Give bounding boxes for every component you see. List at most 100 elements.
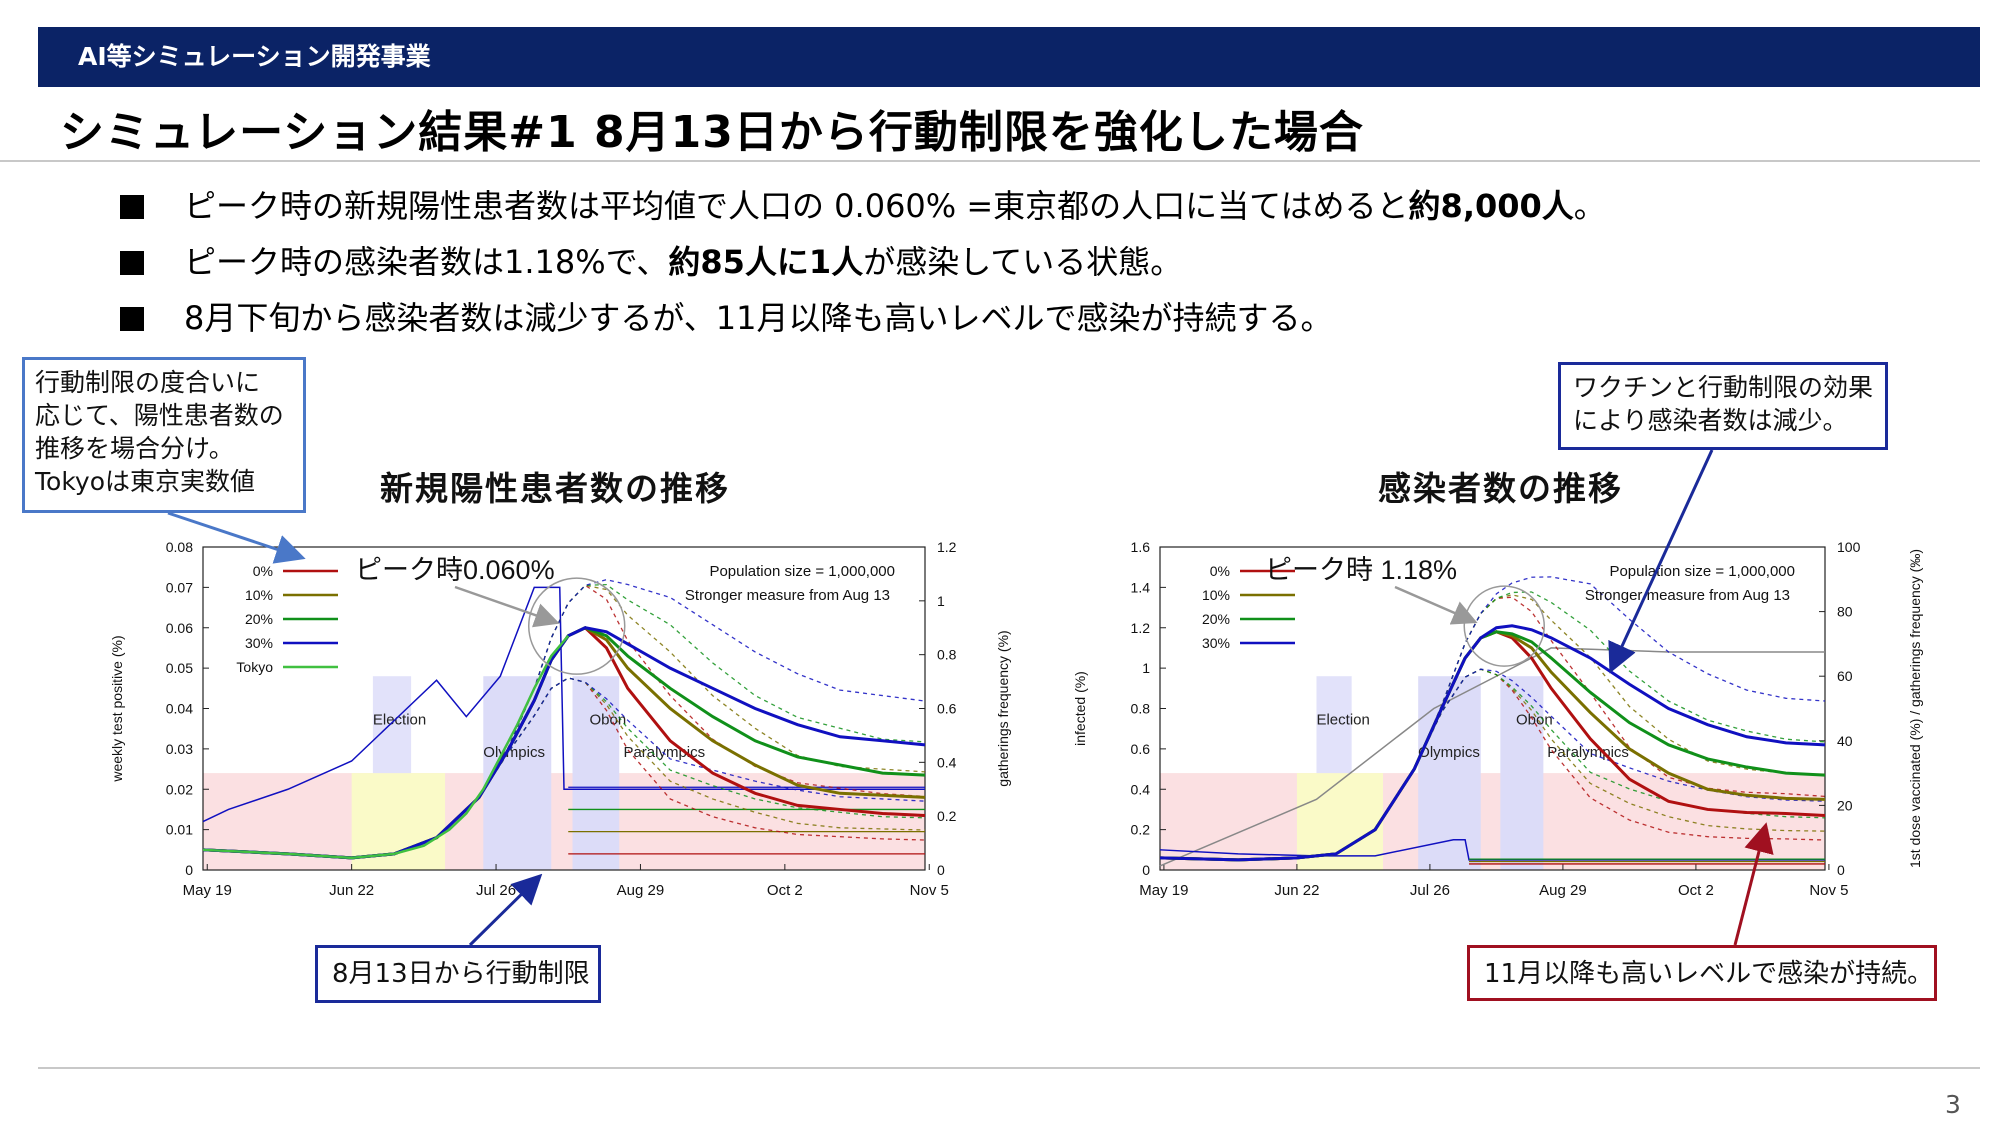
section-header: AI等シミュレーション開発事業: [38, 27, 1980, 87]
y2-tick-label: 20: [1837, 797, 1853, 813]
y-tick-label: 1.2: [1131, 620, 1151, 636]
legend-label: 30%: [1202, 635, 1230, 651]
bullet-item: 8月下旬から感染者数は減少するが、11月以降も高いレベルで感染が持続する。: [120, 290, 1606, 346]
x-tick-label: Jun 22: [329, 882, 374, 899]
y-tick-label: 0.8: [1131, 701, 1151, 717]
footer-divider: [38, 1067, 1980, 1069]
callout-line: 応じて、陽性患者数の: [35, 401, 284, 430]
y-tick-label: 0.04: [166, 701, 193, 717]
bullet-emphasis: 約8,000人: [1408, 187, 1574, 225]
y-tick-label: 1.6: [1131, 539, 1151, 555]
y-tick-label: 0.4: [1131, 781, 1151, 797]
lower-bound-line: [1159, 668, 1826, 861]
y-tick-label: 1.4: [1131, 579, 1151, 595]
page-number: 3: [1945, 1090, 1961, 1119]
bullet-item: ピーク時の感染者数は1.18%で、約85人に1人が感染している状態。: [120, 234, 1606, 290]
event-label: Paralympics: [623, 744, 705, 761]
chart-infected: Election Olympics Obon Paralympics 0 0.2 0.4 0.…: [1072, 539, 1923, 899]
callout-line: 行動制限の度合いに: [35, 368, 261, 397]
lower-bound-line: [202, 677, 926, 859]
y2-tick-label: 0: [1837, 862, 1845, 878]
y2-tick-label: 80: [1837, 604, 1853, 620]
peak-label: ピーク時 1.18%: [1265, 555, 1457, 585]
y2-axis-title: gatherings frequency (%): [995, 630, 1011, 786]
callout-line: Tokyoは東京実数値: [35, 467, 255, 496]
legend-label: 30%: [245, 635, 273, 651]
y2-tick-label: 0.2: [937, 808, 957, 824]
y2-axis-title: 1st dose vaccinated (%) / gatherings fre…: [1907, 549, 1923, 868]
legend-label: 20%: [245, 611, 273, 627]
gatherings-line: [1159, 838, 1825, 861]
bullet-text-end: が感染している状態。: [863, 243, 1183, 281]
chart-title-positives: 新規陽性患者数の推移: [380, 469, 730, 508]
x-tick-label: Aug 29: [617, 882, 665, 899]
chart-title-infected: 感染者数の推移: [1378, 469, 1623, 508]
legend-label: 0%: [253, 563, 273, 579]
y-tick-label: 0.05: [166, 660, 193, 676]
annotation-measure: Stronger measure from Aug 13: [685, 587, 890, 604]
bullet-text-end: 。: [1573, 187, 1606, 225]
bullet-text: ピーク時の感染者数は1.18%で、: [184, 243, 669, 281]
x-tick-label: Nov 5: [910, 882, 949, 899]
peak-label: ピーク時0.060%: [355, 555, 555, 585]
bullet-square-icon: [120, 251, 144, 275]
bullet-emphasis: 約85人に1人: [668, 243, 864, 281]
y-tick-label: 1: [1142, 660, 1150, 676]
y-tick-label: 0.07: [166, 579, 193, 595]
y-tick-label: 0.02: [166, 781, 193, 797]
y2-tick-label: 0: [937, 862, 945, 878]
series-line-Tokyo: [202, 635, 570, 860]
series-line-30pct: [1159, 624, 1826, 862]
callout-line: 推移を場合分け。: [35, 434, 234, 463]
legend-label: 0%: [1210, 563, 1230, 579]
event-label: Obon: [589, 712, 626, 729]
callout-persisting-infection: 11月以降も高いレベルで感染が持続。: [1467, 945, 1937, 1001]
gatherings-line: [202, 586, 925, 823]
y-tick-label: 0.03: [166, 741, 193, 757]
legend-label: 10%: [1202, 587, 1230, 603]
x-tick-label: May 19: [1139, 882, 1188, 899]
event-label: Olympics: [1418, 744, 1480, 761]
legend-label: 20%: [1202, 611, 1230, 627]
restriction-band: [1160, 773, 1825, 870]
event-label: Election: [1316, 712, 1369, 729]
bullet-square-icon: [120, 307, 144, 331]
x-tick-label: Oct 2: [1678, 882, 1714, 899]
state-of-emergency-band: [1296, 773, 1383, 870]
y-tick-label: 0.06: [166, 620, 193, 636]
y-tick-label: 0.6: [1131, 741, 1151, 757]
x-tick-label: May 19: [183, 882, 232, 899]
bullet-item: ピーク時の新規陽性患者数は平均値で人口の 0.060% =東京都の人口に当てはめ…: [120, 178, 1606, 234]
x-tick-label: Aug 29: [1539, 882, 1587, 899]
event-label: Election: [373, 712, 426, 729]
bullet-square-icon: [120, 195, 144, 219]
election-band: [372, 676, 412, 774]
election-band: [1316, 676, 1352, 774]
legend-label: Tokyo: [236, 659, 273, 675]
olympics-band: [1418, 676, 1481, 870]
y-tick-label: 0.2: [1131, 822, 1151, 838]
y2-tick-label: 40: [1837, 733, 1853, 749]
paralympics-band: [572, 676, 620, 870]
y-tick-label: 0: [1142, 862, 1150, 878]
y2-tick-label: 0.6: [937, 701, 957, 717]
lower-bound-line: [1159, 668, 1826, 861]
callout-line: により感染者数は減少。: [1573, 406, 1848, 435]
x-tick-label: Oct 2: [767, 882, 803, 899]
y2-tick-label: 100: [1837, 539, 1861, 555]
callout-line: ワクチンと行動制限の効果: [1573, 373, 1874, 402]
event-label: Obon: [1516, 712, 1553, 729]
upper-bound-line: [1159, 576, 1826, 861]
bullet-list: ピーク時の新規陽性患者数は平均値で人口の 0.060% =東京都の人口に当てはめ…: [120, 178, 1606, 346]
paralympics-band: [1500, 676, 1544, 870]
callout-vaccine-effect: ワクチンと行動制限の効果 により感染者数は減少。: [1558, 362, 1888, 450]
callout-text: 8月13日から行動制限: [332, 959, 590, 989]
upper-bound-line: [202, 579, 926, 859]
lower-bound-line: [1159, 668, 1826, 861]
title-divider: [0, 160, 1980, 162]
event-label: Olympics: [483, 744, 545, 761]
y-tick-label: 0.01: [166, 822, 193, 838]
x-tick-label: Jul 26: [1410, 882, 1450, 899]
slide-title: シミュレーション結果#1 8月13日から行動制限を強化した場合: [60, 107, 1364, 158]
y2-tick-label: 1: [937, 593, 945, 609]
